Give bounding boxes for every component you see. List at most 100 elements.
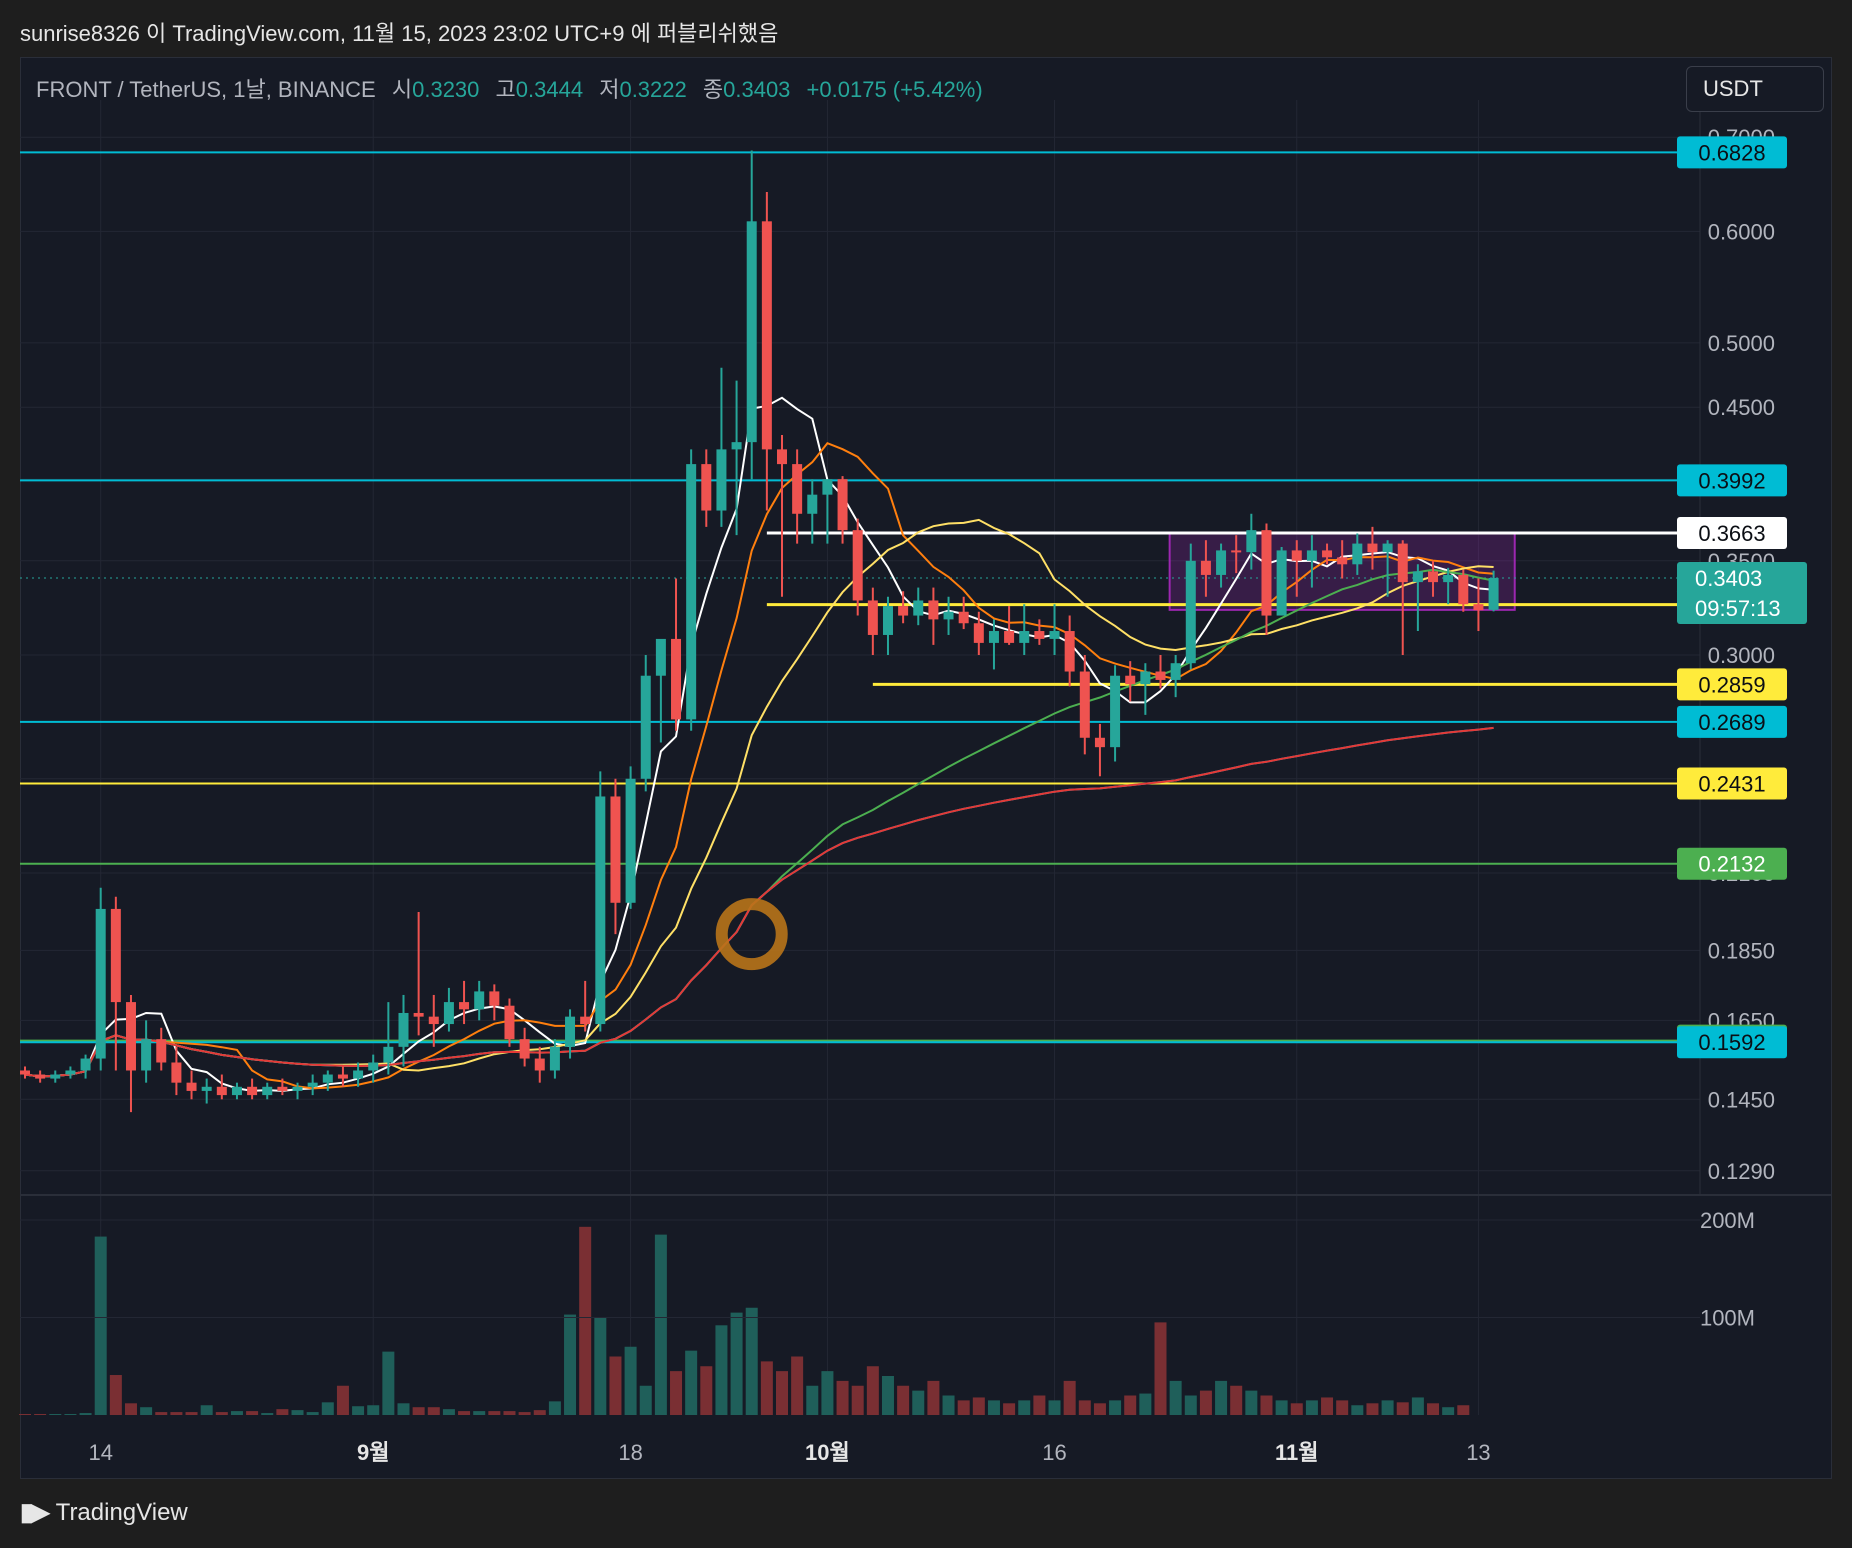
open-value: 0.3230	[412, 77, 480, 102]
candle-body	[943, 611, 954, 620]
candle-body	[383, 1046, 394, 1063]
volume-bar	[1139, 1393, 1152, 1415]
volume-bar	[200, 1405, 213, 1415]
price-tick-label: 0.1290	[1708, 1159, 1775, 1184]
volume-bar	[654, 1234, 667, 1415]
candle-body	[1412, 571, 1423, 583]
level-price-label: 0.6828	[1698, 140, 1765, 165]
level-price-label: 0.2132	[1698, 852, 1765, 877]
volume-bar	[745, 1307, 758, 1415]
volume-bar	[594, 1317, 607, 1415]
time-tick-label: 11월	[1275, 1440, 1319, 1465]
volume-bar	[1411, 1397, 1424, 1415]
candle-body	[1473, 604, 1484, 611]
candle-body	[322, 1074, 333, 1083]
candle-body	[1428, 571, 1439, 583]
volume-bar	[1063, 1380, 1076, 1415]
last-price-badge	[1677, 561, 1807, 624]
candle-body	[20, 1070, 30, 1075]
volume-bar	[836, 1380, 849, 1415]
volume-bar	[1245, 1390, 1258, 1415]
volume-bar	[34, 1414, 47, 1415]
candle-body	[655, 638, 666, 676]
volume-bar	[230, 1411, 243, 1415]
volume-bar	[730, 1312, 743, 1415]
volume-bar	[442, 1409, 455, 1415]
candle-body	[50, 1074, 61, 1079]
volume-bar	[1199, 1390, 1212, 1415]
level-price-label: 0.2859	[1698, 672, 1765, 697]
volume-bar	[140, 1407, 153, 1415]
candle-body	[1155, 671, 1166, 680]
currency-button[interactable]: USDT	[1686, 66, 1824, 112]
volume-bar	[791, 1356, 804, 1415]
price-tick-label: 0.5000	[1708, 331, 1775, 356]
footer-brand[interactable]: TradingView	[55, 1498, 188, 1526]
open-label: 시	[391, 77, 413, 102]
volume-bar	[1230, 1385, 1243, 1415]
time-tick-label: 10월	[805, 1440, 850, 1465]
volume-bar	[215, 1412, 228, 1415]
volume-bar	[79, 1413, 92, 1415]
candle-body	[610, 796, 621, 903]
candle-body	[882, 606, 893, 635]
candle-body	[1397, 543, 1408, 583]
candle-body	[247, 1086, 258, 1096]
volume-bar	[1457, 1405, 1470, 1415]
candle-body	[534, 1058, 545, 1071]
candle-body	[80, 1058, 91, 1071]
candle-body	[141, 1039, 152, 1071]
candle-body	[701, 464, 712, 511]
level-price-label: 0.2689	[1698, 710, 1765, 735]
candle-body	[731, 442, 742, 450]
volume-bar	[1154, 1322, 1167, 1415]
volume-bar	[488, 1411, 501, 1415]
volume-bar	[806, 1385, 819, 1415]
candle-body	[1443, 574, 1454, 583]
volume-bar	[109, 1375, 122, 1415]
candle-body	[337, 1074, 348, 1079]
candle-body	[988, 631, 999, 643]
candle-body	[1140, 671, 1151, 685]
volume-bar	[1305, 1400, 1318, 1415]
volume-bar	[866, 1366, 879, 1415]
candle-body	[671, 638, 682, 720]
high-value: 0.3444	[515, 77, 584, 102]
candle-body	[1094, 737, 1105, 748]
candle-body	[519, 1039, 530, 1059]
candle-body	[867, 600, 878, 635]
volume-bar	[1184, 1395, 1197, 1415]
level-price-badge	[1677, 1026, 1787, 1059]
candle-body	[1382, 543, 1393, 553]
candle-body	[686, 464, 697, 720]
moving-average-line	[24, 568, 1494, 1078]
level-price-badge	[1677, 767, 1787, 800]
countdown-label: 09:57:13	[1695, 596, 1781, 621]
volume-bar	[700, 1366, 713, 1415]
candle-body	[489, 991, 500, 1006]
volume-bar	[1275, 1400, 1288, 1415]
volume-bar	[397, 1403, 410, 1415]
chart-frame	[20, 57, 1832, 1479]
volume-bar	[306, 1412, 319, 1415]
candle-body	[852, 530, 863, 601]
volume-bar	[155, 1412, 168, 1415]
volume-bar	[821, 1371, 834, 1415]
candle-body	[1322, 550, 1333, 558]
candle-body	[171, 1062, 182, 1083]
volume-bar	[246, 1411, 259, 1415]
volume-bar	[124, 1403, 137, 1415]
volume-bar	[412, 1407, 425, 1415]
tradingview-logo-icon: ▮▶	[20, 1499, 50, 1526]
candle-body	[110, 908, 121, 1003]
volume-bar	[1260, 1395, 1273, 1415]
volume-bar	[609, 1356, 622, 1415]
time-tick-label: 16	[1042, 1440, 1066, 1465]
candle-body	[625, 778, 636, 903]
high-label: 고	[495, 77, 516, 102]
candle-body	[1367, 543, 1378, 553]
time-tick-label: 14	[88, 1440, 112, 1465]
candle-body	[1170, 663, 1181, 680]
candle-body	[1458, 574, 1469, 605]
